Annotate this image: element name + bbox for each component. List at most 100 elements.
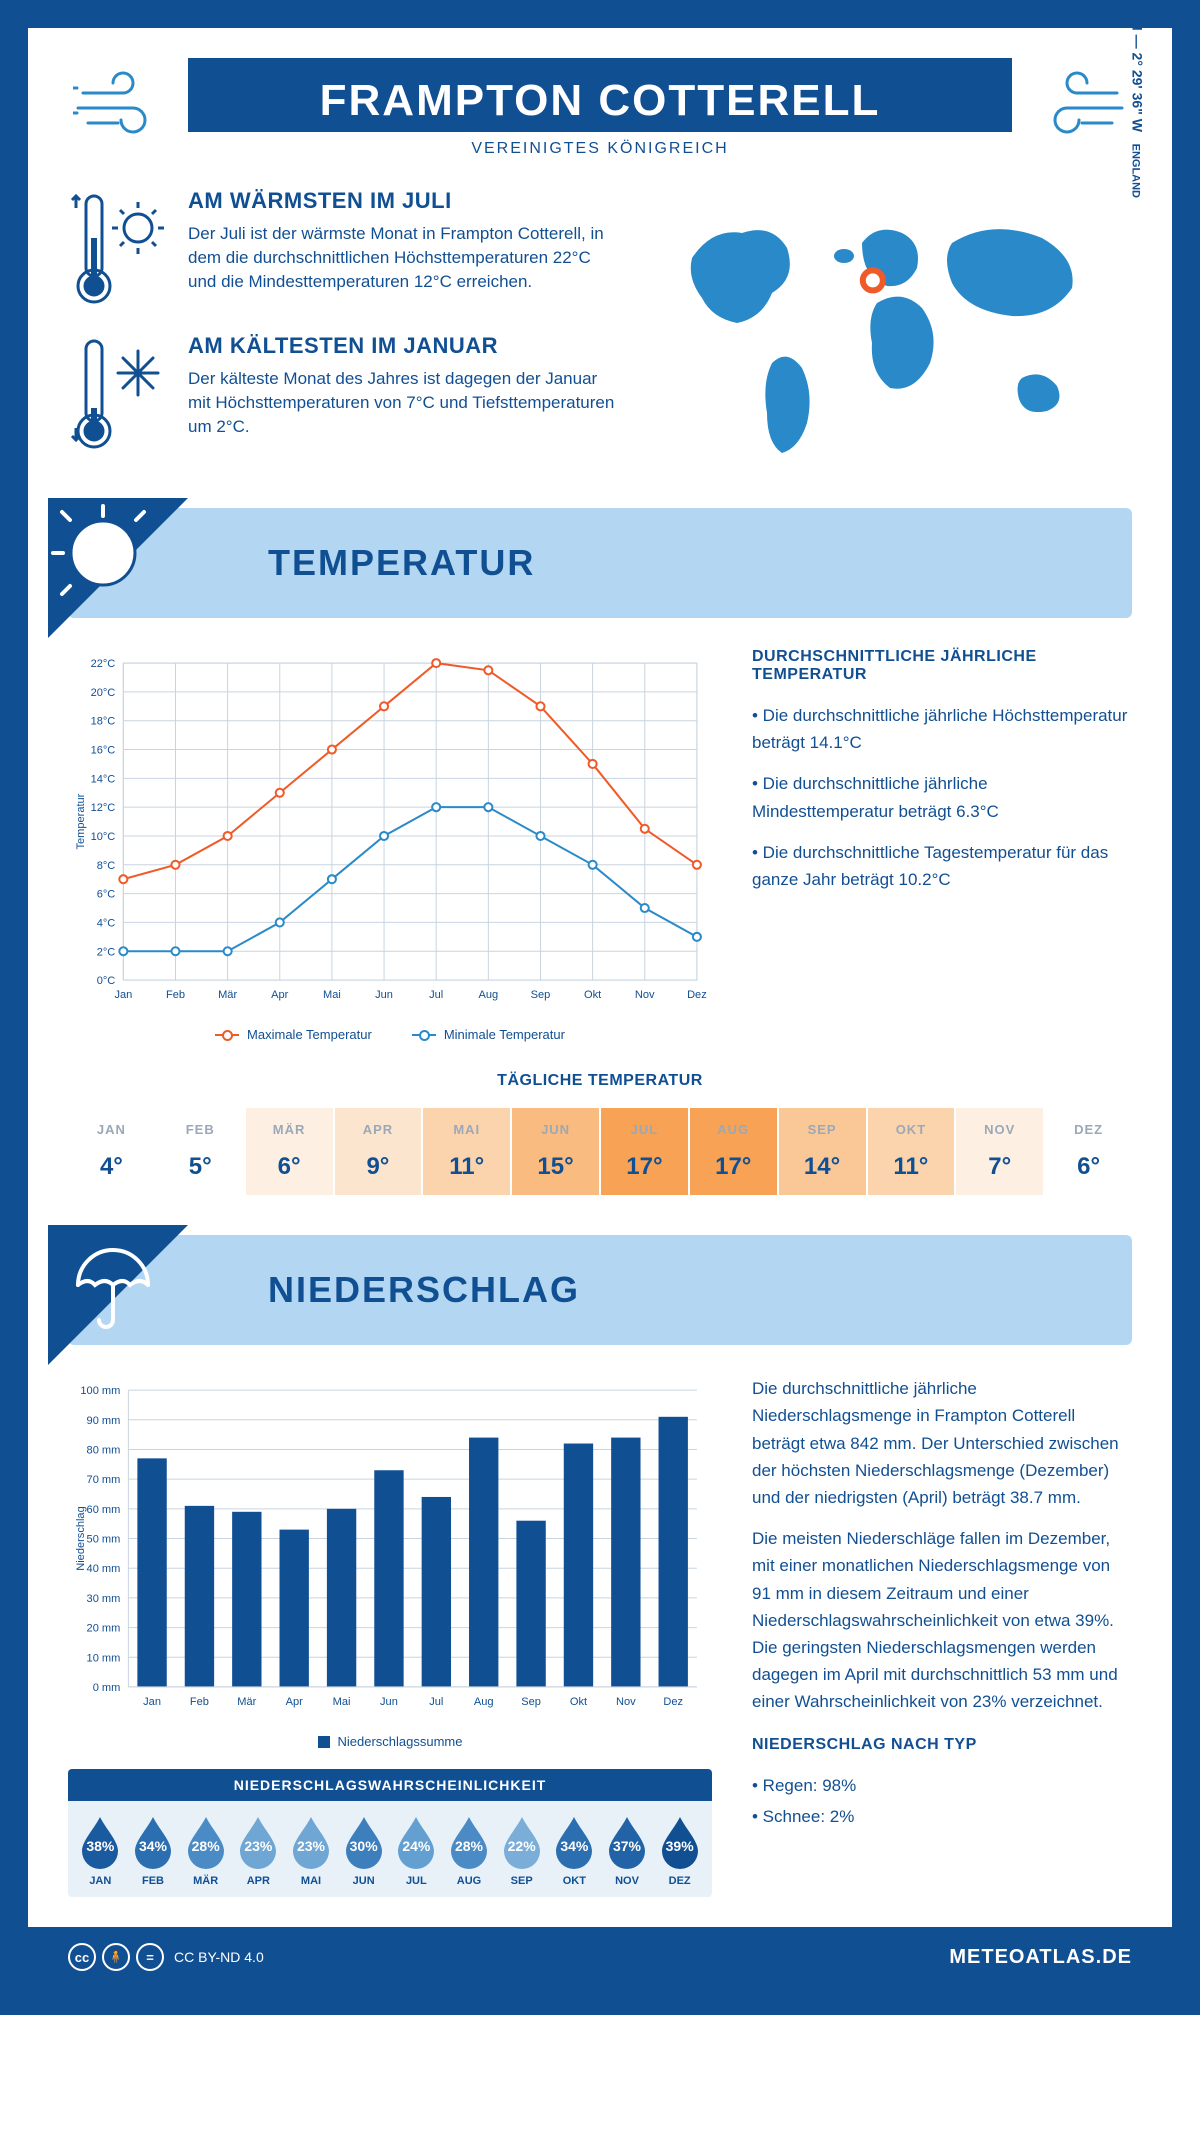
svg-text:Mai: Mai — [333, 1696, 351, 1708]
thermometer-hot-icon — [68, 188, 168, 308]
temp-side-heading: DURCHSCHNITTLICHE JÄHRLICHE TEMPERATUR — [752, 648, 1132, 684]
svg-text:20°C: 20°C — [91, 687, 116, 699]
page-title: FRAMPTON COTTERELL — [188, 76, 1012, 126]
precip-prob-cell: 38% JAN — [74, 1815, 127, 1887]
svg-text:20 mm: 20 mm — [87, 1623, 121, 1635]
svg-text:Mai: Mai — [323, 989, 341, 1001]
coord-text: 51° 32' 11" N — 2° 29' 36" W — [1130, 0, 1146, 132]
svg-text:Aug: Aug — [474, 1696, 494, 1708]
svg-text:Sep: Sep — [531, 989, 551, 1001]
warmest-block: AM WÄRMSTEN IM JULI Der Juli ist der wär… — [68, 188, 622, 308]
daily-cell: JAN4° — [68, 1108, 155, 1195]
svg-text:6°C: 6°C — [97, 889, 116, 901]
precip-prob-cell: 34% OKT — [548, 1815, 601, 1887]
daily-cell: MAI11° — [423, 1108, 510, 1195]
svg-text:Nov: Nov — [635, 989, 655, 1001]
footer: cc 🧍 = CC BY-ND 4.0 METEOATLAS.DE — [28, 1927, 1172, 1987]
daily-cell: SEP14° — [779, 1108, 866, 1195]
precip-p1: Die durchschnittliche jährliche Niedersc… — [752, 1375, 1132, 1511]
svg-text:30 mm: 30 mm — [87, 1593, 121, 1605]
map-marker-icon — [863, 270, 883, 290]
precip-prob-title: NIEDERSCHLAGSWAHRSCHEINLICHKEIT — [68, 1769, 712, 1801]
temp-bullet: • Die durchschnittliche Tagestemperatur … — [752, 839, 1132, 893]
svg-text:12°C: 12°C — [91, 802, 116, 814]
by-icon: 🧍 — [102, 1943, 130, 1971]
thermometer-cold-icon — [68, 333, 168, 453]
region-text: ENGLAND — [1130, 144, 1142, 198]
svg-text:16°C: 16°C — [91, 745, 116, 757]
coldest-title: AM KÄLTESTEN IM JANUAR — [188, 333, 622, 359]
daily-cell: MÄR6° — [246, 1108, 333, 1195]
svg-text:Dez: Dez — [687, 989, 707, 1001]
world-map: 51° 32' 11" N — 2° 29' 36" W ENGLAND — [652, 188, 1132, 478]
svg-text:Aug: Aug — [479, 989, 499, 1001]
svg-text:Nov: Nov — [616, 1696, 636, 1708]
svg-text:Mär: Mär — [237, 1696, 256, 1708]
svg-text:100 mm: 100 mm — [80, 1385, 120, 1397]
svg-text:40 mm: 40 mm — [87, 1563, 121, 1575]
coldest-block: AM KÄLTESTEN IM JANUAR Der kälteste Mona… — [68, 333, 622, 453]
svg-text:Jun: Jun — [375, 989, 393, 1001]
section-temperature: TEMPERATUR — [68, 508, 1132, 618]
svg-text:Feb: Feb — [190, 1696, 209, 1708]
precip-prob-cell: 28% AUG — [443, 1815, 496, 1887]
temperature-line-chart: 0°C2°C4°C6°C8°C10°C12°C14°C16°C18°C20°C2… — [68, 648, 712, 1010]
svg-text:60 mm: 60 mm — [87, 1504, 121, 1516]
warmest-title: AM WÄRMSTEN IM JULI — [188, 188, 622, 214]
cc-icons: cc 🧍 = — [68, 1943, 164, 1971]
daily-cell: FEB5° — [157, 1108, 244, 1195]
precip-prob-cell: 22% SEP — [495, 1815, 548, 1887]
precip-prob-cell: 39% DEZ — [653, 1815, 706, 1887]
daily-cell: DEZ6° — [1045, 1108, 1132, 1195]
precip-prob-cell: 34% FEB — [127, 1815, 180, 1887]
section-title: TEMPERATUR — [268, 542, 535, 584]
svg-text:Mär: Mär — [218, 989, 237, 1001]
svg-text:Sep: Sep — [521, 1696, 541, 1708]
svg-text:18°C: 18°C — [91, 716, 116, 728]
precip-prob-table: 38% JAN 34% FEB 28% MÄR 23% — [68, 1801, 712, 1897]
precip-type-heading: NIEDERSCHLAG NACH TYP — [752, 1736, 1132, 1754]
wind-icon — [73, 68, 183, 138]
svg-text:Niederschlag: Niederschlag — [75, 1507, 87, 1571]
svg-text:Jul: Jul — [429, 1696, 443, 1708]
svg-text:10 mm: 10 mm — [87, 1653, 121, 1665]
precipitation-bar-chart: 0 mm10 mm20 mm30 mm40 mm50 mm60 mm70 mm8… — [68, 1375, 712, 1717]
wind-icon — [1017, 68, 1127, 138]
coldest-body: Der kälteste Monat des Jahres ist dagege… — [188, 367, 622, 438]
svg-text:50 mm: 50 mm — [87, 1534, 121, 1546]
daily-cell: JUL17° — [601, 1108, 688, 1195]
precip-type-item: • Schnee: 2% — [752, 1803, 1132, 1830]
precip-prob-cell: 30% JUN — [337, 1815, 390, 1887]
daily-cell: JUN15° — [512, 1108, 599, 1195]
svg-text:Jun: Jun — [380, 1696, 398, 1708]
daily-temp-table: JAN4°FEB5°MÄR6°APR9°MAI11°JUN15°JUL17°AU… — [68, 1108, 1132, 1195]
svg-text:10°C: 10°C — [91, 831, 116, 843]
temp-bullet: • Die durchschnittliche jährliche Mindes… — [752, 770, 1132, 824]
svg-text:70 mm: 70 mm — [87, 1474, 121, 1486]
nd-icon: = — [136, 1943, 164, 1971]
svg-text:Jan: Jan — [114, 989, 132, 1001]
svg-text:90 mm: 90 mm — [87, 1415, 121, 1427]
sun-icon — [48, 498, 188, 638]
precip-type-item: • Regen: 98% — [752, 1772, 1132, 1799]
section-precipitation: NIEDERSCHLAG — [68, 1235, 1132, 1345]
svg-text:Apr: Apr — [286, 1696, 304, 1708]
temp-bullet: • Die durchschnittliche jährliche Höchst… — [752, 702, 1132, 756]
license-text: CC BY-ND 4.0 — [174, 1949, 264, 1965]
umbrella-icon — [48, 1225, 188, 1365]
svg-text:0°C: 0°C — [97, 975, 116, 987]
precip-prob-cell: 23% MAI — [285, 1815, 338, 1887]
daily-cell: OKT11° — [868, 1108, 955, 1195]
site-name: METEOATLAS.DE — [949, 1946, 1132, 1969]
daily-cell: NOV7° — [956, 1108, 1043, 1195]
svg-text:4°C: 4°C — [97, 917, 116, 929]
svg-text:Okt: Okt — [584, 989, 601, 1001]
section-title: NIEDERSCHLAG — [268, 1269, 580, 1311]
precip-p2: Die meisten Niederschläge fallen im Deze… — [752, 1525, 1132, 1715]
svg-text:Dez: Dez — [663, 1696, 683, 1708]
svg-text:8°C: 8°C — [97, 860, 116, 872]
precip-prob-cell: 37% NOV — [601, 1815, 654, 1887]
svg-text:Okt: Okt — [570, 1696, 587, 1708]
daily-title: TÄGLICHE TEMPERATUR — [68, 1072, 1132, 1090]
svg-text:0 mm: 0 mm — [93, 1682, 121, 1694]
